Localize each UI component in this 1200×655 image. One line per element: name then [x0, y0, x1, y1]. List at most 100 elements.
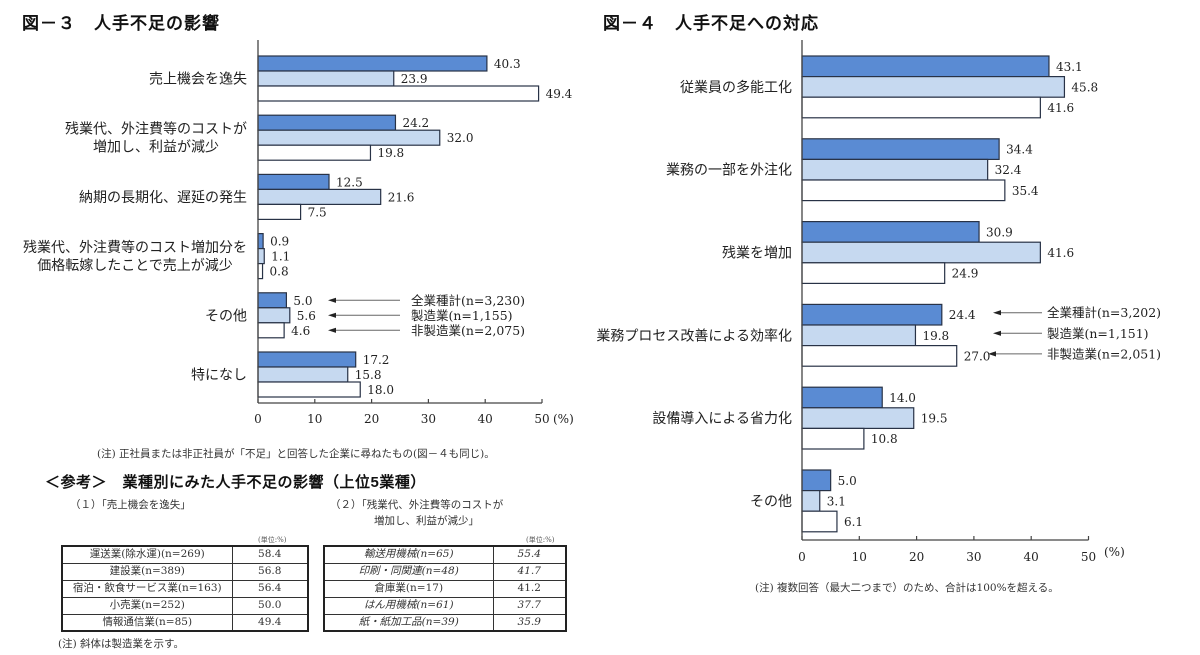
category-label: 残業代、外注費等のコスト増加分を	[23, 239, 247, 256]
value-label: 14.0	[889, 391, 916, 405]
category-label: 納期の長期化、遅延の発生	[79, 190, 247, 206]
legend-arrow-head	[328, 297, 336, 303]
category-group: 34.4 32.4 35.4 業務の一部を外注化	[666, 138, 1039, 202]
bar	[801, 490, 821, 512]
value-label: 1.1	[271, 250, 290, 264]
bar	[257, 322, 285, 339]
industry-cell: 建設業(n=389)	[61, 562, 233, 581]
industry-cell: 印刷・同関連(n=48)	[323, 562, 494, 581]
table2-unit-label: (単位:%)	[526, 536, 555, 544]
x-tick-label: 40	[1024, 550, 1039, 564]
bar	[257, 70, 395, 87]
value-label: 24.9	[952, 267, 979, 281]
legend-label: 製造業(n=1,151)	[1047, 326, 1149, 341]
table1-sales-opportunity-loss: 運送業(除水運)(n=269) 58.4 建設業(n=389) 56.8 宿泊・飲食サー…	[61, 545, 309, 632]
industry-cell: 倉庫業(n=17)	[323, 579, 494, 598]
bar	[257, 292, 287, 309]
value-label: 34.4	[1006, 143, 1033, 157]
value-label: 15.8	[355, 368, 382, 382]
figure4-note: (注) 複数回答（最大二つまで）のため、合計は100%を超える。	[755, 582, 1059, 594]
table2-caption-line2: 増加し、利益が減少」	[374, 515, 479, 527]
category-group: 43.1 45.8 41.6 従業員の多能工化	[680, 55, 1098, 119]
value-label: 30.9	[986, 225, 1013, 239]
bar	[801, 386, 883, 409]
table1-caption: （１）「売上機会を逸失」	[70, 499, 191, 511]
table-row: 倉庫業(n=17) 41.2	[323, 579, 567, 598]
bar	[257, 263, 264, 280]
industry-cell: 運送業(除水運)(n=269)	[61, 545, 233, 564]
x-tick-label: 30	[421, 412, 436, 426]
bar	[801, 427, 865, 450]
bar	[801, 138, 1000, 161]
value-label: 19.5	[921, 412, 948, 426]
value-label: 5.0	[293, 294, 312, 308]
value-label: 41.6	[1047, 101, 1074, 115]
legend: 全業種計(n=3,230)製造業(n=1,155)非製造業(n=2,075)	[328, 293, 525, 338]
value-label: 32.0	[447, 131, 474, 145]
value-label: 41.6	[1047, 246, 1074, 260]
legend: 全業種計(n=3,202) 製造業(n=1,151) 非製造業(n=2,051)	[988, 305, 1161, 361]
industry-cell: 情報通信業(n=85)	[61, 613, 233, 632]
bar	[257, 114, 397, 131]
bar	[257, 381, 361, 398]
bar	[801, 96, 1041, 119]
legend-label: 全業種計(n=3,230)	[411, 293, 525, 308]
value-label: 12.5	[336, 175, 363, 189]
category-group: 17.215.818.0 特になし	[191, 351, 394, 398]
reference-note: (注) 斜体は製造業を示す。	[58, 638, 184, 650]
bar	[801, 303, 943, 326]
reference-heading: ＜参考＞ 業種別にみた人手不足の影響（上位5業種）	[45, 474, 426, 491]
value-cell: 49.4	[231, 613, 309, 632]
figure3-chart: 40.3 23.9 49.4 売上機会を逸失 24.2 32.0 19.8 残業代、外注費等の…	[23, 40, 574, 426]
value-label: 5.0	[838, 474, 857, 488]
table-row: 建設業(n=389) 56.8	[61, 562, 309, 581]
x-unit-label: (%)	[1104, 545, 1125, 559]
category-label: 業務プロセス改善による効率化	[596, 327, 792, 344]
table-row: 印刷・同関連(n=48) 41.7	[323, 562, 567, 581]
legend-arrow-head	[993, 310, 1001, 316]
bar	[801, 158, 989, 181]
table2-body: 輸送用機械(n=65) 55.4 印刷・同関連(n=48) 41.7 倉庫業(n=17)…	[323, 545, 567, 632]
value-label: 5.6	[297, 309, 316, 323]
value-label: 0.8	[270, 265, 289, 279]
figure4-chart: 43.1 45.8 41.6 従業員の多能工化 34.4 32.4 35.4 業務の一部を外注…	[596, 40, 1161, 564]
bar	[801, 55, 1050, 78]
industry-cell: 宿泊・飲食サービス業(n=163)	[61, 579, 233, 598]
value-label: 19.8	[377, 146, 404, 160]
table-row: 情報通信業(n=85) 49.4	[61, 613, 309, 632]
legend-label: 非製造業(n=2,051)	[1047, 346, 1161, 361]
category-label: 従業員の多能工化	[680, 79, 792, 96]
x-tick-label: 50	[1081, 550, 1096, 564]
industry-cell: 紙・紙加工品(n=39)	[323, 613, 494, 632]
bar	[257, 233, 264, 250]
value-label: 40.3	[494, 57, 521, 71]
value-cell: 35.9	[492, 613, 567, 632]
value-label: 24.4	[949, 308, 976, 322]
value-label: 4.6	[291, 324, 310, 338]
bar	[801, 179, 1006, 202]
value-label: 6.1	[844, 515, 863, 529]
value-cell: 41.7	[492, 562, 567, 581]
legend-arrow-head	[988, 351, 996, 357]
value-label: 35.4	[1012, 184, 1039, 198]
value-label: 19.8	[922, 329, 949, 343]
legend-arrow-head	[993, 330, 1001, 336]
category-label: その他	[750, 494, 792, 510]
table-row: 宿泊・飲食サービス業(n=163) 56.4	[61, 579, 309, 598]
value-label: 32.4	[995, 163, 1022, 177]
legend-label: 全業種計(n=3,202)	[1047, 305, 1161, 320]
bar	[257, 203, 302, 220]
value-cell: 56.4	[231, 579, 309, 598]
x-tick-label: 0	[798, 550, 806, 564]
bar	[801, 469, 832, 492]
value-label: 18.0	[367, 383, 394, 397]
category-group: 5.05.64.6 その他	[205, 292, 316, 339]
category-label: 増加し、利益が減少	[93, 139, 219, 156]
x-tick-label: 50	[534, 412, 549, 426]
category-group: 24.419.8 27.0 業務プロセス改善による効率化	[596, 303, 990, 367]
value-label: 23.9	[401, 72, 428, 86]
value-cell: 58.4	[231, 545, 309, 564]
bar	[257, 351, 357, 368]
